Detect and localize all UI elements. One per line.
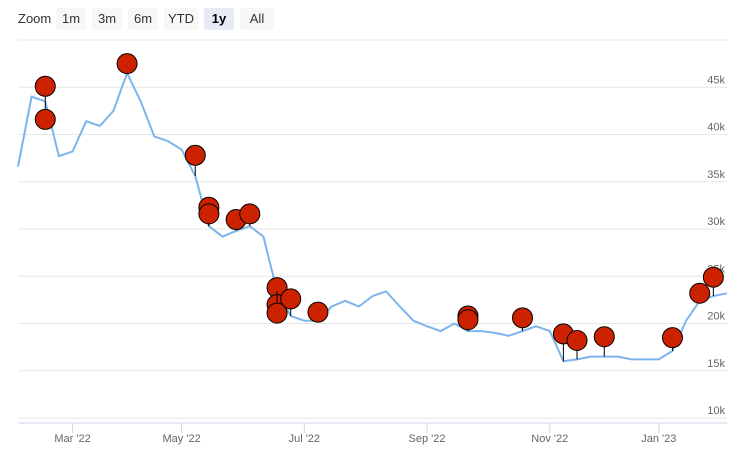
price-line bbox=[17, 70, 728, 363]
flag bbox=[266, 302, 288, 324]
y-tick-label: 15k bbox=[707, 358, 725, 370]
zoom-button[interactable] bbox=[56, 8, 86, 30]
x-tick-label: Jan '23 bbox=[641, 433, 676, 445]
zoom-button-label[interactable]: YTD bbox=[168, 11, 194, 26]
zoom-button[interactable] bbox=[128, 8, 158, 30]
zoom-label: Zoom bbox=[18, 11, 51, 26]
flag bbox=[702, 266, 724, 288]
zoom-button-label[interactable]: 1y bbox=[212, 11, 227, 26]
flag bbox=[280, 288, 302, 310]
x-tick-label: Nov '22 bbox=[531, 433, 568, 445]
zoom-button-label[interactable]: 3m bbox=[98, 11, 116, 26]
zoom-button[interactable] bbox=[92, 8, 122, 30]
flag bbox=[566, 330, 588, 352]
flag bbox=[198, 203, 220, 225]
zoom-button-label[interactable]: All bbox=[250, 11, 265, 26]
flag bbox=[689, 282, 711, 304]
zoom-button-label[interactable]: 6m bbox=[134, 11, 152, 26]
zoom-button-label[interactable]: 1m bbox=[62, 11, 80, 26]
y-tick-label: 35k bbox=[707, 169, 725, 181]
flag bbox=[511, 307, 533, 329]
x-tick-label: Mar '22 bbox=[54, 433, 90, 445]
flag bbox=[34, 108, 56, 130]
x-tick-label: Sep '22 bbox=[409, 433, 446, 445]
y-tick-label: 20k bbox=[707, 311, 725, 323]
y-tick-label: 45k bbox=[707, 74, 725, 86]
flag bbox=[184, 144, 206, 166]
x-tick-label: Jul '22 bbox=[289, 433, 320, 445]
flag bbox=[593, 326, 615, 348]
zoom-button[interactable] bbox=[204, 8, 234, 30]
zoom-button[interactable] bbox=[164, 8, 198, 30]
flag bbox=[34, 75, 56, 97]
y-tick-label: 40k bbox=[707, 122, 725, 134]
flag bbox=[307, 301, 329, 323]
zoom-button[interactable] bbox=[240, 8, 274, 30]
flag bbox=[457, 309, 479, 331]
x-tick-label: May '22 bbox=[163, 433, 201, 445]
flag bbox=[239, 203, 261, 225]
flag bbox=[116, 53, 138, 75]
y-tick-label: 10k bbox=[707, 405, 725, 417]
y-tick-label: 30k bbox=[707, 216, 725, 228]
flag bbox=[661, 327, 683, 349]
